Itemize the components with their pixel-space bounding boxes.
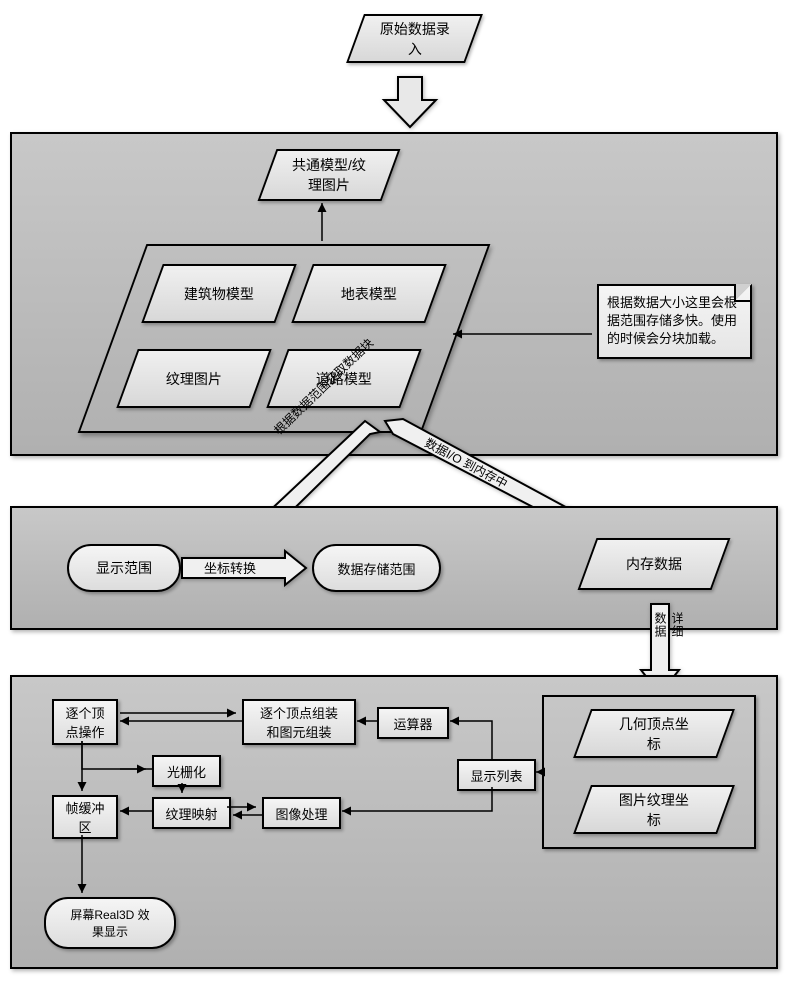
note-text: 根据数据大小这里会根据范围存储多快。使用的时候会分块加载。 <box>607 295 737 346</box>
label-building-model: 建筑物模型 <box>180 280 258 308</box>
arrow-down-1 <box>380 75 440 130</box>
label-texture-image: 纹理图片 <box>162 365 226 393</box>
node-common-model-texture: 共通模型/纹理图片 <box>258 149 401 201</box>
arrow-group-to-common <box>307 199 337 244</box>
note-chunk-loading: 根据数据大小这里会根据范围存储多快。使用的时候会分块加载。 <box>597 284 752 359</box>
panel3-arrows <box>12 677 772 967</box>
label-detail-data: 详细数据 <box>652 612 686 640</box>
node-memory-data: 内存数据 <box>578 538 731 590</box>
arrow-coord-convert: 坐标转换 <box>180 548 310 588</box>
panel-render: 几何顶点坐标 图片纹理坐标 显示列表 运算器 逐个顶点组装和图元组装 逐个顶点操… <box>10 675 778 969</box>
label-coord-convert: 坐标转换 <box>204 561 256 576</box>
label-memory-data: 内存数据 <box>622 550 686 578</box>
label-display-range: 显示范围 <box>96 558 152 578</box>
label-raw-data-input: 原始数据录入 <box>376 15 454 63</box>
label-data-storage-range: 数据存储范围 <box>337 559 415 578</box>
arrow-note-to-group <box>447 324 597 344</box>
node-surface-model: 地表模型 <box>291 264 446 323</box>
label-surface-model: 地表模型 <box>337 280 401 308</box>
node-building-model: 建筑物模型 <box>141 264 296 323</box>
label-common-model-texture: 共通模型/纹理图片 <box>288 151 370 199</box>
node-raw-data-input: 原始数据录入 <box>346 14 483 63</box>
node-display-range: 显示范围 <box>67 544 181 592</box>
node-data-storage-range: 数据存储范围 <box>312 544 441 592</box>
node-texture-image: 纹理图片 <box>116 349 271 408</box>
panel-storage: 共通模型/纹理图片 建筑物模型 地表模型 纹理图片 道路模型 <box>10 132 778 456</box>
